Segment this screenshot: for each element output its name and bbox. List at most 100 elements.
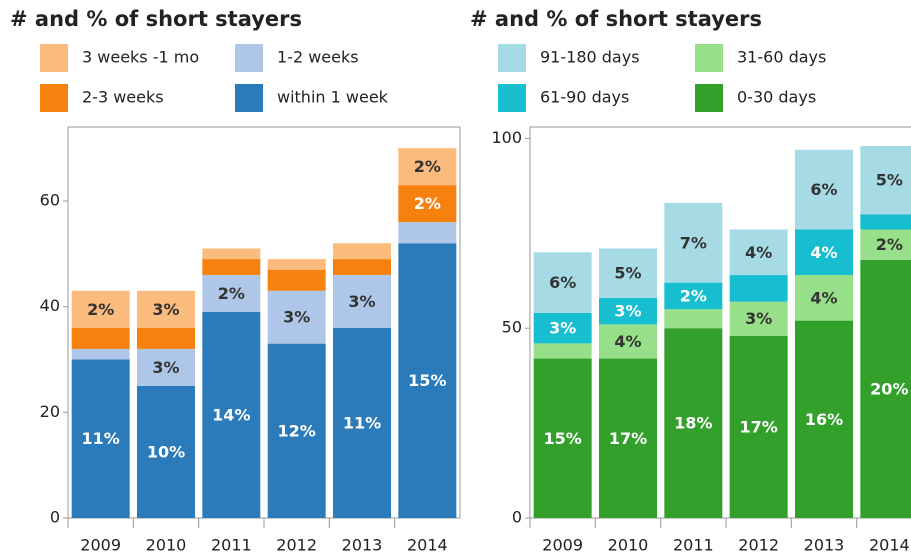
- value-label: 4%: [810, 288, 837, 307]
- value-label: 16%: [805, 410, 843, 429]
- x-tick-label: 2011: [211, 536, 252, 555]
- bar-segment: [729, 335, 788, 518]
- value-label: 2%: [680, 286, 707, 305]
- value-label: 11%: [343, 413, 381, 432]
- bar-segment: [860, 229, 911, 260]
- bar-segment: [729, 229, 788, 276]
- bar-segment: [795, 229, 853, 276]
- value-label: 20%: [870, 379, 908, 398]
- bar-segment: [599, 324, 657, 359]
- bar-segment: [664, 202, 723, 283]
- bar-segment: [533, 343, 592, 359]
- y-tick-label: 0: [512, 508, 522, 527]
- value-label: 3%: [549, 319, 576, 338]
- bar-segment: [398, 148, 457, 186]
- bar-segment: [333, 243, 391, 260]
- bar-segment: [71, 359, 130, 518]
- bar-segment: [137, 290, 195, 328]
- x-tick-label: 2009: [542, 536, 583, 555]
- value-label: 3%: [348, 292, 375, 311]
- value-label: 18%: [674, 414, 712, 433]
- legend-label: within 1 week: [277, 88, 389, 107]
- legend-label: 61-90 days: [540, 88, 629, 107]
- value-label: 6%: [810, 180, 837, 199]
- bar-segment: [795, 275, 853, 321]
- value-label: 3%: [745, 309, 772, 328]
- value-label: 2%: [218, 284, 245, 303]
- bar-segment: [71, 327, 130, 349]
- value-label: 17%: [740, 417, 778, 436]
- x-tick-label: 2013: [342, 536, 383, 555]
- bar-segment: [398, 185, 457, 223]
- bar-segment: [664, 328, 723, 518]
- legend-label: 0-30 days: [737, 88, 816, 107]
- value-label: 17%: [609, 429, 647, 448]
- y-tick-label: 0: [50, 508, 60, 527]
- bar-segment: [599, 297, 657, 325]
- legend-swatch: [695, 44, 723, 72]
- bar-segment: [202, 248, 261, 260]
- bar-segment: [795, 320, 853, 518]
- x-tick-label: 2010: [146, 536, 187, 555]
- value-label: 5%: [876, 171, 903, 190]
- bar-segment: [137, 385, 195, 518]
- value-label: 10%: [147, 442, 185, 461]
- x-tick-label: 2014: [869, 536, 910, 555]
- bar-segment: [71, 348, 130, 360]
- bar-segment: [398, 243, 457, 519]
- value-label: 2%: [87, 300, 114, 319]
- value-label: 15%: [408, 371, 446, 390]
- bar-segment: [137, 327, 195, 349]
- bar-segment: [860, 259, 911, 518]
- value-label: 3%: [152, 300, 179, 319]
- y-tick-label: 40: [40, 296, 60, 315]
- chart-title: # and % of short stayers: [10, 7, 302, 31]
- value-label: 4%: [810, 243, 837, 262]
- bar-segment: [333, 274, 391, 328]
- bar-segment: [202, 259, 261, 275]
- bar-segment: [729, 301, 788, 336]
- y-tick-label: 60: [40, 190, 60, 209]
- legend-swatch: [695, 84, 723, 112]
- bar-segment: [267, 269, 326, 291]
- bar-segment: [860, 145, 911, 215]
- legend-label: 91-180 days: [540, 48, 640, 67]
- bar-segment: [533, 252, 592, 314]
- legend-label: 3 weeks -1 mo: [82, 48, 199, 67]
- legend-label: 2-3 weeks: [82, 88, 164, 107]
- value-label: 15%: [544, 429, 582, 448]
- bar-segment: [729, 275, 788, 302]
- bar-segment: [664, 309, 723, 329]
- bar-segment: [202, 274, 261, 312]
- value-label: 5%: [614, 264, 641, 283]
- legend-swatch: [40, 84, 68, 112]
- legend-swatch: [498, 84, 526, 112]
- bar-segment: [333, 259, 391, 275]
- value-label: 11%: [82, 429, 120, 448]
- bar-segment: [202, 311, 261, 518]
- value-label: 14%: [212, 405, 250, 424]
- legend-swatch: [235, 44, 263, 72]
- value-label: 3%: [283, 308, 310, 327]
- value-label: 12%: [278, 421, 316, 440]
- bar-segment: [267, 259, 326, 270]
- y-tick-label: 50: [502, 318, 522, 337]
- bar-segment: [533, 358, 592, 518]
- y-tick-label: 100: [491, 128, 522, 147]
- bar-segment: [664, 282, 723, 310]
- x-tick-label: 2009: [80, 536, 121, 555]
- bar-segment: [599, 248, 657, 298]
- bar-segment: [137, 348, 195, 386]
- value-label: 3%: [152, 358, 179, 377]
- x-tick-label: 2012: [738, 536, 779, 555]
- y-tick-label: 20: [40, 402, 60, 421]
- bar-segment: [398, 222, 457, 244]
- legend-swatch: [40, 44, 68, 72]
- value-label: 2%: [876, 235, 903, 254]
- value-label: 2%: [414, 157, 441, 176]
- bar-segment: [795, 149, 853, 230]
- bar-segment: [533, 313, 592, 344]
- value-label: 4%: [614, 332, 641, 351]
- x-tick-label: 2011: [673, 536, 714, 555]
